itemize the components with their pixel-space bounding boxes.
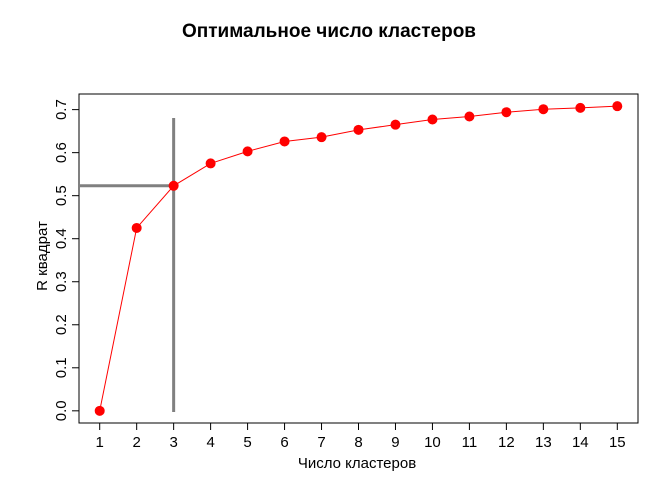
data-point [427, 114, 438, 125]
x-axis: 1 2 3 4 5 6 7 8 9 10 11 12 13 14 15 [96, 423, 626, 451]
x-axis-label: Число кластеров [298, 455, 416, 472]
y-axis: 0.0 0.1 0.2 0.3 0.4 0.5 0.6 0.7 [53, 99, 79, 421]
x-tick-label: 3 [169, 434, 177, 451]
y-tick-label: 0.6 [53, 142, 70, 163]
data-point [131, 222, 142, 233]
data-point [538, 104, 549, 115]
x-tick-label: 14 [572, 434, 589, 451]
x-tick-label: 11 [462, 434, 478, 451]
x-tick-label: 2 [133, 434, 141, 451]
x-tick-label: 12 [498, 434, 515, 451]
reference-lines [79, 118, 176, 412]
data-point [501, 107, 512, 118]
x-tick-label: 1 [96, 434, 104, 451]
data-point [316, 132, 327, 143]
series-line [94, 101, 623, 416]
series-path [99, 105, 618, 411]
x-tick-label: 13 [535, 434, 552, 451]
x-tick-label: 9 [391, 434, 399, 451]
y-axis-label: R квадрат [34, 221, 51, 291]
y-tick-label: 0.3 [53, 271, 70, 292]
y-tick-label: 0.1 [53, 357, 70, 378]
data-point [575, 102, 586, 113]
y-tick-label: 0.4 [53, 228, 70, 249]
data-point [205, 158, 216, 169]
y-tick-label: 0.7 [53, 99, 70, 120]
data-point [279, 136, 290, 147]
chart-title: Оптимальное число кластеров [182, 21, 476, 42]
x-tick-label: 10 [424, 434, 441, 451]
data-point [464, 111, 475, 122]
data-point [94, 405, 105, 416]
plot-frame [78, 93, 639, 424]
data-point [612, 101, 623, 112]
x-tick-label: 8 [354, 434, 362, 451]
data-point [353, 124, 364, 135]
x-tick-label: 5 [243, 434, 251, 451]
x-tick-label: 4 [206, 434, 214, 451]
data-point [242, 146, 253, 157]
data-point [168, 180, 179, 191]
y-tick-label: 0.5 [53, 185, 70, 206]
y-tick-label: 0.2 [53, 314, 70, 335]
x-tick-label: 7 [317, 434, 325, 451]
x-tick-label: 6 [280, 434, 288, 451]
x-tick-label: 15 [609, 434, 626, 451]
data-point [390, 119, 401, 130]
y-tick-label: 0.0 [53, 400, 70, 421]
